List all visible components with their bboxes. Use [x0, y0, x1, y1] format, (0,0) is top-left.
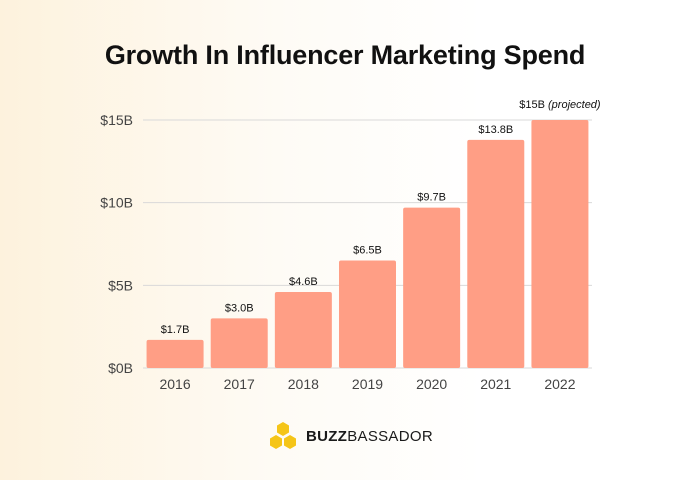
x-tick-label: 2022	[544, 376, 575, 392]
bar	[403, 207, 461, 368]
x-tick-label: 2016	[159, 376, 190, 392]
honeycomb-icon	[270, 422, 296, 449]
x-tick-label: 2019	[352, 376, 383, 392]
data-labels: $1.7B $3.0B $4.6B $6.5B $9.7B $13.8B $15B (pro…	[161, 99, 601, 336]
brand-logo: BUZZBASSADOR	[268, 420, 433, 452]
y-tick-label: $0B	[108, 360, 133, 376]
x-tick-label: 2017	[224, 376, 255, 392]
bar	[467, 139, 525, 368]
y-axis-ticks: $0B $5B $10B $15B	[100, 112, 133, 376]
y-tick-label: $5B	[108, 277, 133, 293]
data-label: $3.0B	[225, 302, 254, 314]
data-label: $4.6B	[289, 276, 318, 288]
y-tick-label: $10B	[100, 195, 133, 211]
bar	[339, 260, 396, 368]
bar	[274, 291, 332, 368]
bar	[531, 120, 589, 368]
x-tick-label: 2018	[288, 376, 319, 392]
data-label: $9.7B	[417, 192, 446, 204]
data-label: $15B (projected)	[519, 99, 601, 111]
data-label: $6.5B	[353, 245, 382, 257]
y-tick-label: $15B	[100, 112, 133, 128]
x-tick-label: 2021	[480, 376, 511, 392]
x-tick-label: 2020	[416, 376, 447, 392]
chart-title: Growth In Influencer Marketing Spend	[104, 40, 586, 70]
x-axis-ticks: 2016 2017 2018 2019 2020 2021 2022	[159, 376, 575, 392]
bar	[210, 318, 268, 368]
brand-name: BUZZBASSADOR	[306, 427, 433, 445]
bars	[146, 120, 589, 368]
data-label: $13.8B	[478, 124, 513, 136]
bar	[146, 339, 204, 368]
data-label: $1.7B	[161, 324, 190, 336]
